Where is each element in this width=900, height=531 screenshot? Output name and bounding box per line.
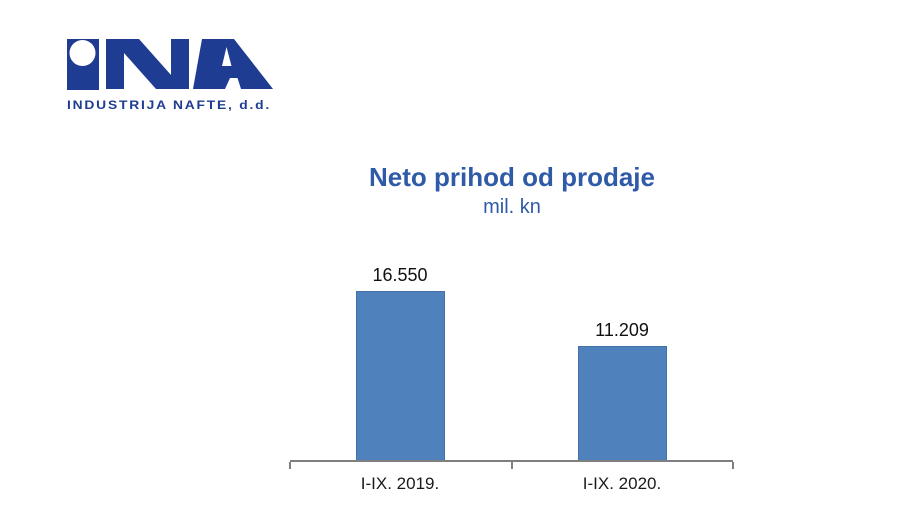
x-axis-line (289, 460, 734, 469)
logo-letter-a-notch (225, 78, 241, 89)
bar-2019 (355, 291, 445, 462)
logo-letter-a (193, 39, 273, 89)
logo-letter-a-counter (222, 47, 232, 66)
x-label-2020: I-IX. 2020. (582, 474, 662, 493)
bar-group-2020: 11.209 (542, 226, 702, 462)
x-label-2019: I-IX. 2019. (360, 474, 440, 493)
bar-value-label-2019: 16.550 (372, 265, 428, 285)
bar-value-label-2020: 11.209 (595, 320, 649, 340)
x-axis-tick-right (732, 462, 734, 469)
ina-logo-monogram (67, 39, 273, 90)
logo-i-dot-icon (69, 40, 96, 66)
chart-subtitle: mil. kn (483, 196, 541, 218)
x-axis-labels: I-IX. 2019. I-IX. 2020. (280, 474, 744, 498)
bar-group-2019: 16.550 (320, 226, 480, 462)
bar-chart: Neto prihod od prodaje mil. kn 16.550 11… (280, 160, 744, 498)
x-axis-tick-left (289, 462, 291, 469)
plot-area: 16.550 11.209 (280, 226, 744, 469)
logo-letter-n (106, 39, 189, 89)
logo-wordmark: INDUSTRIJA NAFTE, d.d. (67, 100, 271, 112)
bar-2020 (577, 346, 667, 462)
x-axis-tick-middle (510, 462, 513, 469)
chart-title: Neto prihod od prodaje (369, 162, 655, 192)
ina-logo: INDUSTRIJA NAFTE, d.d. (67, 39, 273, 112)
